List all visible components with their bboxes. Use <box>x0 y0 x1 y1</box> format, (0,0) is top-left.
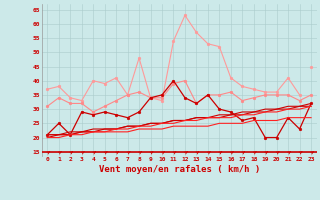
X-axis label: Vent moyen/en rafales ( km/h ): Vent moyen/en rafales ( km/h ) <box>99 165 260 174</box>
